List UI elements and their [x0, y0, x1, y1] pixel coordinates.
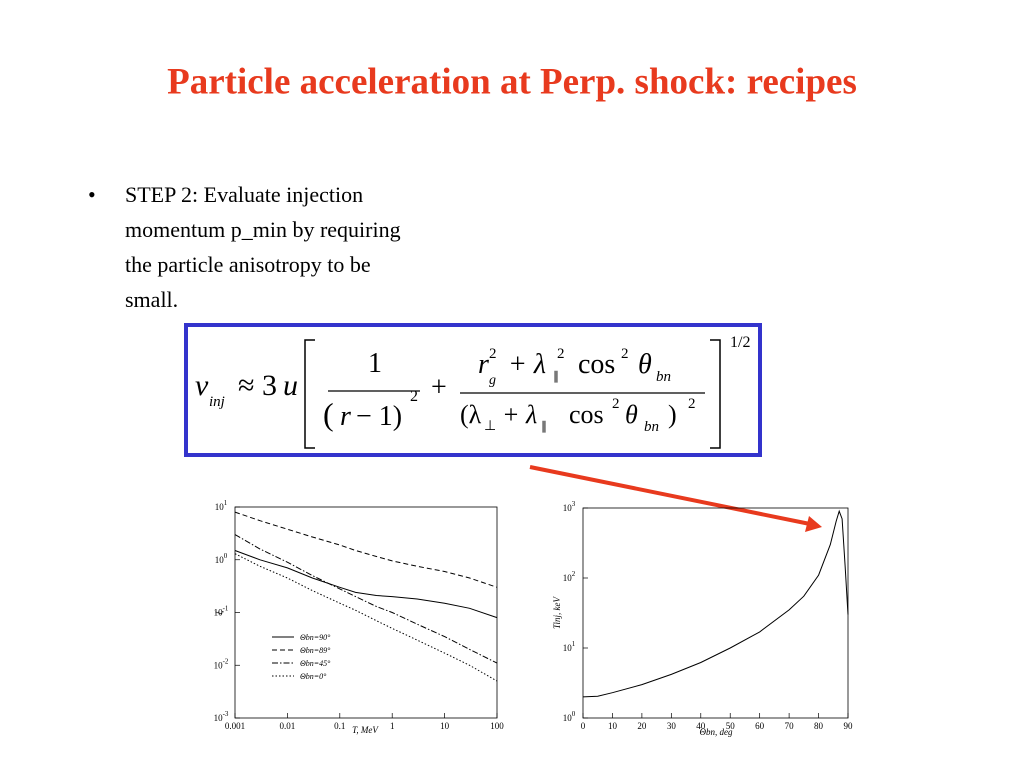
formula-piece: bn — [644, 419, 659, 435]
y-tick-exponent: -2 — [223, 657, 229, 665]
x-tick-label: 20 — [637, 721, 647, 731]
formula-piece: ( — [323, 396, 334, 432]
formula-piece: 2 — [557, 346, 565, 362]
formula-piece: − 1) — [356, 401, 402, 432]
plot-frame — [582, 507, 849, 719]
x-tick-label: 70 — [785, 721, 795, 731]
bullet-text: STEP 2: Evaluate injection — [125, 182, 363, 207]
formula-piece: g — [489, 373, 496, 388]
formula-piece: θ — [625, 400, 638, 429]
x-tick-label: 40 — [696, 721, 706, 731]
x-tick-label: 30 — [667, 721, 677, 731]
formula-piece: r — [340, 401, 351, 432]
bullet-text: momentum p_min by requiring — [125, 217, 401, 242]
x-tick-label: 1 — [390, 721, 395, 731]
series-line — [234, 511, 498, 588]
formula-piece: 2 — [410, 388, 418, 405]
x-tick-label: 10 — [440, 721, 450, 731]
formula-piece: cos — [578, 349, 615, 380]
formula-piece: 2 — [621, 346, 629, 362]
formula-piece: inj — [209, 394, 225, 410]
x-tick-label: 90 — [844, 721, 854, 731]
x-tick-label: 50 — [726, 721, 736, 731]
formula-piece: ∥ — [541, 419, 547, 433]
x-tick-label: 0.1 — [334, 721, 345, 731]
legend-label: Θbn=90° — [300, 633, 331, 642]
y-tick-label: 101 — [215, 499, 228, 512]
formula-piece: + λ — [502, 400, 537, 429]
y-tick-exponent: -1 — [223, 605, 229, 613]
x-tick-label: 100 — [490, 721, 504, 731]
arrow-head — [805, 516, 822, 532]
formula-piece: + λ — [508, 349, 546, 380]
formula-piece: 2 — [688, 396, 696, 412]
slide-title: Particle acceleration at Perp. shock: re… — [167, 61, 857, 102]
formula-piece: v — [195, 369, 209, 402]
y-axis-label: Tinj, keV — [552, 596, 562, 629]
x-tick-label: 60 — [755, 721, 765, 731]
bullet-dot: • — [88, 182, 96, 207]
y-tick-exponent: 2 — [572, 570, 576, 578]
y-axis-label: ξ — [214, 610, 224, 614]
formula-brackets — [304, 339, 721, 449]
formula-piece: cos — [569, 400, 604, 429]
x-axis-label: T, MeV — [352, 725, 379, 735]
y-tick-label: 103 — [563, 500, 576, 513]
formula-piece: 2 — [612, 396, 620, 412]
formula-piece: ≈ 3 — [238, 369, 277, 402]
bullet-text: small. — [125, 287, 178, 312]
y-tick-exponent: 0 — [224, 552, 228, 560]
y-tick-exponent: 1 — [224, 499, 228, 507]
formula-piece: 1 — [368, 348, 382, 379]
formula-piece: 2 — [489, 346, 497, 362]
plot-frame — [234, 506, 498, 719]
y-tick-label: 101 — [563, 640, 576, 653]
y-tick-label: 102 — [563, 570, 576, 583]
legend-label: Θbn=45° — [300, 659, 331, 668]
x-axis-label: Θbn, deg — [700, 727, 733, 737]
y-tick-exponent: 3 — [572, 500, 576, 508]
y-tick-exponent: 1 — [572, 640, 576, 648]
formula-piece: + — [431, 372, 447, 403]
legend-label: Θbn=89° — [300, 646, 331, 655]
y-tick-exponent: 0 — [572, 710, 576, 718]
formula-piece: bn — [656, 369, 671, 385]
formula-piece: 1/2 — [730, 334, 750, 351]
formula-piece: ∥ — [553, 369, 559, 383]
x-tick-label: 10 — [608, 721, 618, 731]
series-line — [234, 534, 498, 664]
x-tick-label: 0.001 — [225, 721, 245, 731]
bullet-text: the particle anisotropy to be — [125, 252, 371, 277]
series-line — [582, 509, 849, 698]
y-tick-label: 10-2 — [214, 657, 229, 670]
y-tick-label: 100 — [215, 552, 228, 565]
formula-piece: θ — [638, 349, 652, 380]
x-tick-label: 0 — [581, 721, 586, 731]
formula-box — [184, 323, 762, 457]
arrow-line — [529, 465, 811, 526]
formula-piece: u — [283, 369, 298, 402]
series-line — [234, 550, 498, 619]
x-tick-label: 0.01 — [280, 721, 296, 731]
legend-label: Θbn=0° — [300, 672, 327, 681]
formula-piece: (λ — [460, 400, 482, 429]
formula-piece: ⊥ — [484, 419, 496, 434]
series-line — [234, 553, 498, 682]
formula-piece: r — [478, 349, 489, 380]
formula-piece: ) — [668, 400, 677, 429]
y-tick-label: 100 — [563, 710, 576, 723]
y-tick-exponent: -3 — [223, 710, 229, 718]
x-tick-label: 80 — [814, 721, 824, 731]
